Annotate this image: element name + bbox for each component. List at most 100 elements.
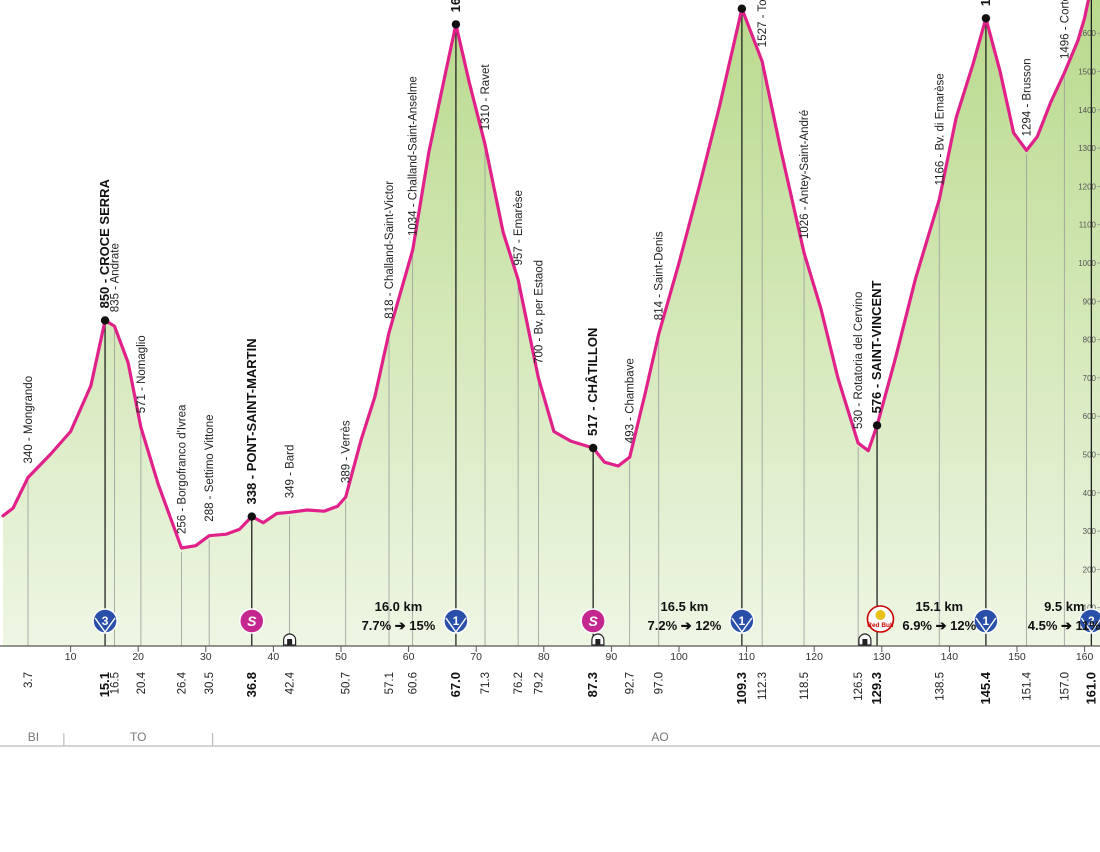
point-km-label: 79.2	[533, 672, 545, 694]
bonus-label: Red Bull	[867, 622, 894, 629]
point-label: 835 - Andrate	[110, 243, 122, 312]
point-km-label: 97.0	[654, 672, 666, 694]
point-km-label: 87.3	[585, 672, 600, 697]
climb-distance: 15.1 km	[915, 599, 963, 614]
point-km-label: 118.5	[799, 672, 811, 700]
climb-category-text: 1	[739, 614, 746, 628]
mountain-icon	[975, 617, 997, 634]
point-label: 530 - Rotatoria del Cervino	[853, 292, 865, 429]
profile-area-layer	[3, 0, 1100, 646]
point-label: 850 - CROCE SERRA	[97, 178, 112, 308]
point-label: 256 - Borgofranco d'Ivrea	[177, 404, 189, 534]
x-tick-label: 40	[268, 651, 280, 663]
sprint-badge: S	[239, 608, 265, 634]
y-tick-label: 100	[1083, 604, 1097, 613]
climb-distance: 16.5 km	[661, 599, 709, 614]
point-km-label: 67.0	[448, 672, 463, 697]
mountain-icon	[94, 617, 116, 634]
point-label: 1623 - COL TZECORE	[448, 0, 463, 12]
point-km-label: 109.3	[734, 672, 749, 705]
point-km-label: 3.7	[23, 672, 35, 688]
x-tick-label: 140	[941, 651, 959, 663]
point-km-label: 151.4	[1022, 671, 1034, 700]
y-tick-label: 700	[1083, 374, 1097, 383]
point-km-label: 76.2	[513, 672, 525, 694]
point-km-label: 57.1	[384, 672, 396, 694]
point-label: 1026 - Antey-Saint-André	[799, 110, 811, 239]
y-tick-label: 500	[1083, 451, 1097, 460]
point-km-label: 50.7	[341, 672, 353, 694]
y-tick-label: 800	[1083, 336, 1097, 345]
mountain-icon	[445, 617, 467, 634]
point-label: 576 - SAINT-VINCENT	[869, 280, 884, 413]
y-tick-label: 1600	[1078, 29, 1096, 38]
point-km-label: 71.3	[480, 672, 492, 694]
point-label: 1310 - Ravet	[480, 64, 492, 131]
x-tick-label: 150	[1008, 651, 1026, 663]
mountain-category-badge: 3	[92, 608, 118, 634]
point-label: 1294 - Brusson	[1022, 58, 1034, 136]
point-marker	[100, 316, 110, 325]
point-km-label: 26.4	[177, 671, 189, 694]
tunnel-opening	[862, 639, 868, 645]
point-label: 1496 - Cortet	[1059, 0, 1071, 59]
climb-distance: 9.5 km	[1044, 599, 1084, 614]
point-label: 814 - Saint-Denis	[654, 231, 666, 320]
profile-area	[3, 0, 1100, 646]
point-km-label: 42.4	[285, 671, 297, 694]
y-tick-label: 900	[1083, 297, 1097, 306]
point-km-label: 30.5	[204, 672, 216, 694]
point-km-label: 161.0	[1083, 672, 1098, 705]
point-km-label: 60.6	[408, 672, 420, 694]
y-tick-label: 1500	[1078, 68, 1096, 77]
point-label: 493 - Chambave	[625, 358, 637, 443]
point-lines-layer	[27, 0, 1093, 646]
point-km-label: 112.3	[757, 672, 769, 700]
region-label: AO	[651, 730, 668, 744]
y-tick-label: 1000	[1078, 259, 1096, 268]
point-label: 1166 - Bv. di Emarèse	[934, 73, 946, 185]
point-km-label: 36.8	[244, 672, 259, 697]
bonus-sprint-badge: Red Bull	[866, 605, 895, 633]
mountain-category-badge: 1	[729, 608, 755, 634]
point-labels-layer: 340 - Mongrando 3.7 850 - CROCE SERRA 15.1 8…	[23, 0, 1098, 705]
point-km-label: 145.4	[978, 671, 993, 704]
x-tick-label: 160	[1076, 651, 1094, 663]
y-tick-label: 600	[1083, 412, 1097, 421]
point-marker	[451, 20, 461, 29]
x-tick-label: 10	[65, 651, 77, 663]
point-label: 340 - Mongrando	[23, 376, 35, 464]
point-km-label: 126.5	[853, 672, 865, 701]
y-tick-label: 1200	[1078, 182, 1096, 191]
mountain-category-badge: 1	[443, 608, 469, 634]
point-marker	[247, 512, 256, 521]
x-tick-label: 90	[606, 651, 618, 663]
climb-category-text: 1	[453, 614, 460, 628]
x-tick-label: 60	[403, 651, 415, 663]
y-tick-label: 200	[1083, 565, 1097, 574]
point-km-label: 15.1	[97, 672, 112, 697]
point-label: 1639 - COL DE JOUX	[978, 0, 993, 6]
x-tick-label: 120	[805, 651, 823, 663]
point-km-label: 157.0	[1059, 672, 1071, 701]
sprint-text: S	[247, 613, 257, 629]
point-label: 1527 - Torgnon	[757, 0, 769, 47]
bonus-sun-icon	[875, 610, 886, 620]
y-tick-label: 400	[1083, 489, 1097, 498]
y-tick-label: 1300	[1078, 144, 1096, 153]
point-label: 571 - Nomaglio	[136, 335, 148, 413]
climb-gradient: 6.9% ➔ 12%	[902, 618, 976, 633]
climb-distance: 16.0 km	[375, 599, 423, 614]
point-label: 349 - Bard	[285, 445, 297, 499]
x-tick-label: 110	[738, 651, 755, 663]
region-label: BI	[28, 730, 39, 744]
y-axis-layer: 100 200 300 400 500 600 700 800 900 1000 1100 1200 1…	[1078, 29, 1100, 613]
point-km-label: 92.7	[625, 672, 637, 694]
climb-category-text: 3	[102, 614, 109, 628]
point-km-label: 138.5	[934, 672, 946, 701]
x-tick-label: 50	[335, 651, 347, 663]
mountain-icon	[1080, 617, 1100, 634]
point-label: 957 - Emarèse	[513, 190, 525, 265]
climb-gradient: 4.5% ➔ 11%	[1028, 618, 1100, 633]
x-tick-label: 70	[470, 651, 482, 663]
